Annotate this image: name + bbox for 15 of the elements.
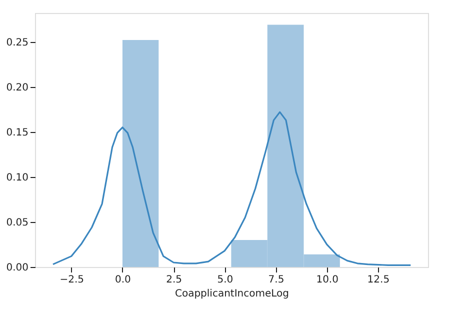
x-axis-title: CoapplicantIncomeLog (174, 288, 290, 300)
x-tick-label: 7.5 (268, 274, 284, 286)
y-tick-label: 0.25 (6, 37, 28, 48)
y-tick-label: 0.20 (6, 82, 28, 94)
y-tick-label: 0.00 (6, 262, 28, 274)
line-series (52, 111, 412, 266)
y-tick-label: 0.05 (6, 217, 28, 228)
x-tick-label: 12.5 (367, 274, 390, 286)
x-tick-label: 2.5 (166, 274, 182, 286)
y-tick-label: 0.10 (6, 172, 28, 184)
x-tick-label: 0.0 (115, 274, 131, 286)
x-tick-label: 5.0 (217, 274, 234, 286)
x-tick-label: 10.0 (316, 274, 338, 286)
y-tick-label: 0.15 (6, 127, 28, 138)
x-tick-label: −2.5 (60, 274, 84, 286)
